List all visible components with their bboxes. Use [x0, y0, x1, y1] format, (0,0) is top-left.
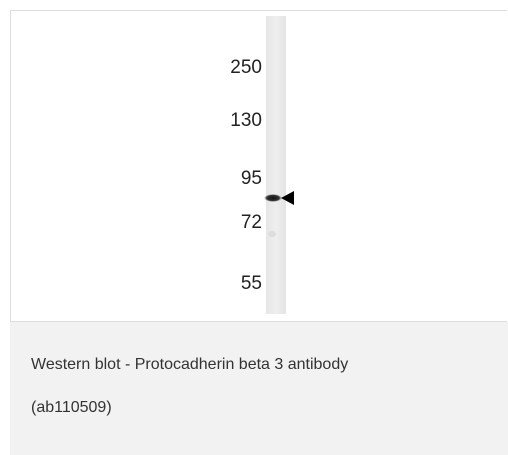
caption-line: Western blot - Protocadherin beta 3 anti…: [31, 356, 348, 374]
blot-image: 250 130 95 72 55: [10, 10, 507, 322]
band: [264, 194, 282, 202]
lane: [266, 16, 286, 314]
marker-label: 55: [241, 273, 262, 294]
caption: Western blot - Protocadherin beta 3 anti…: [10, 322, 508, 455]
blot: 250 130 95 72 55: [11, 11, 508, 323]
page: 250 130 95 72 55 Western blot - Protocadheri…: [0, 0, 508, 455]
marker-label: 250: [230, 57, 262, 78]
faint-band: [268, 231, 276, 237]
marker-label: 95: [241, 168, 262, 189]
marker-label: 72: [241, 212, 262, 233]
caption-line: (ab110509): [31, 399, 112, 417]
marker-label: 130: [230, 110, 262, 131]
